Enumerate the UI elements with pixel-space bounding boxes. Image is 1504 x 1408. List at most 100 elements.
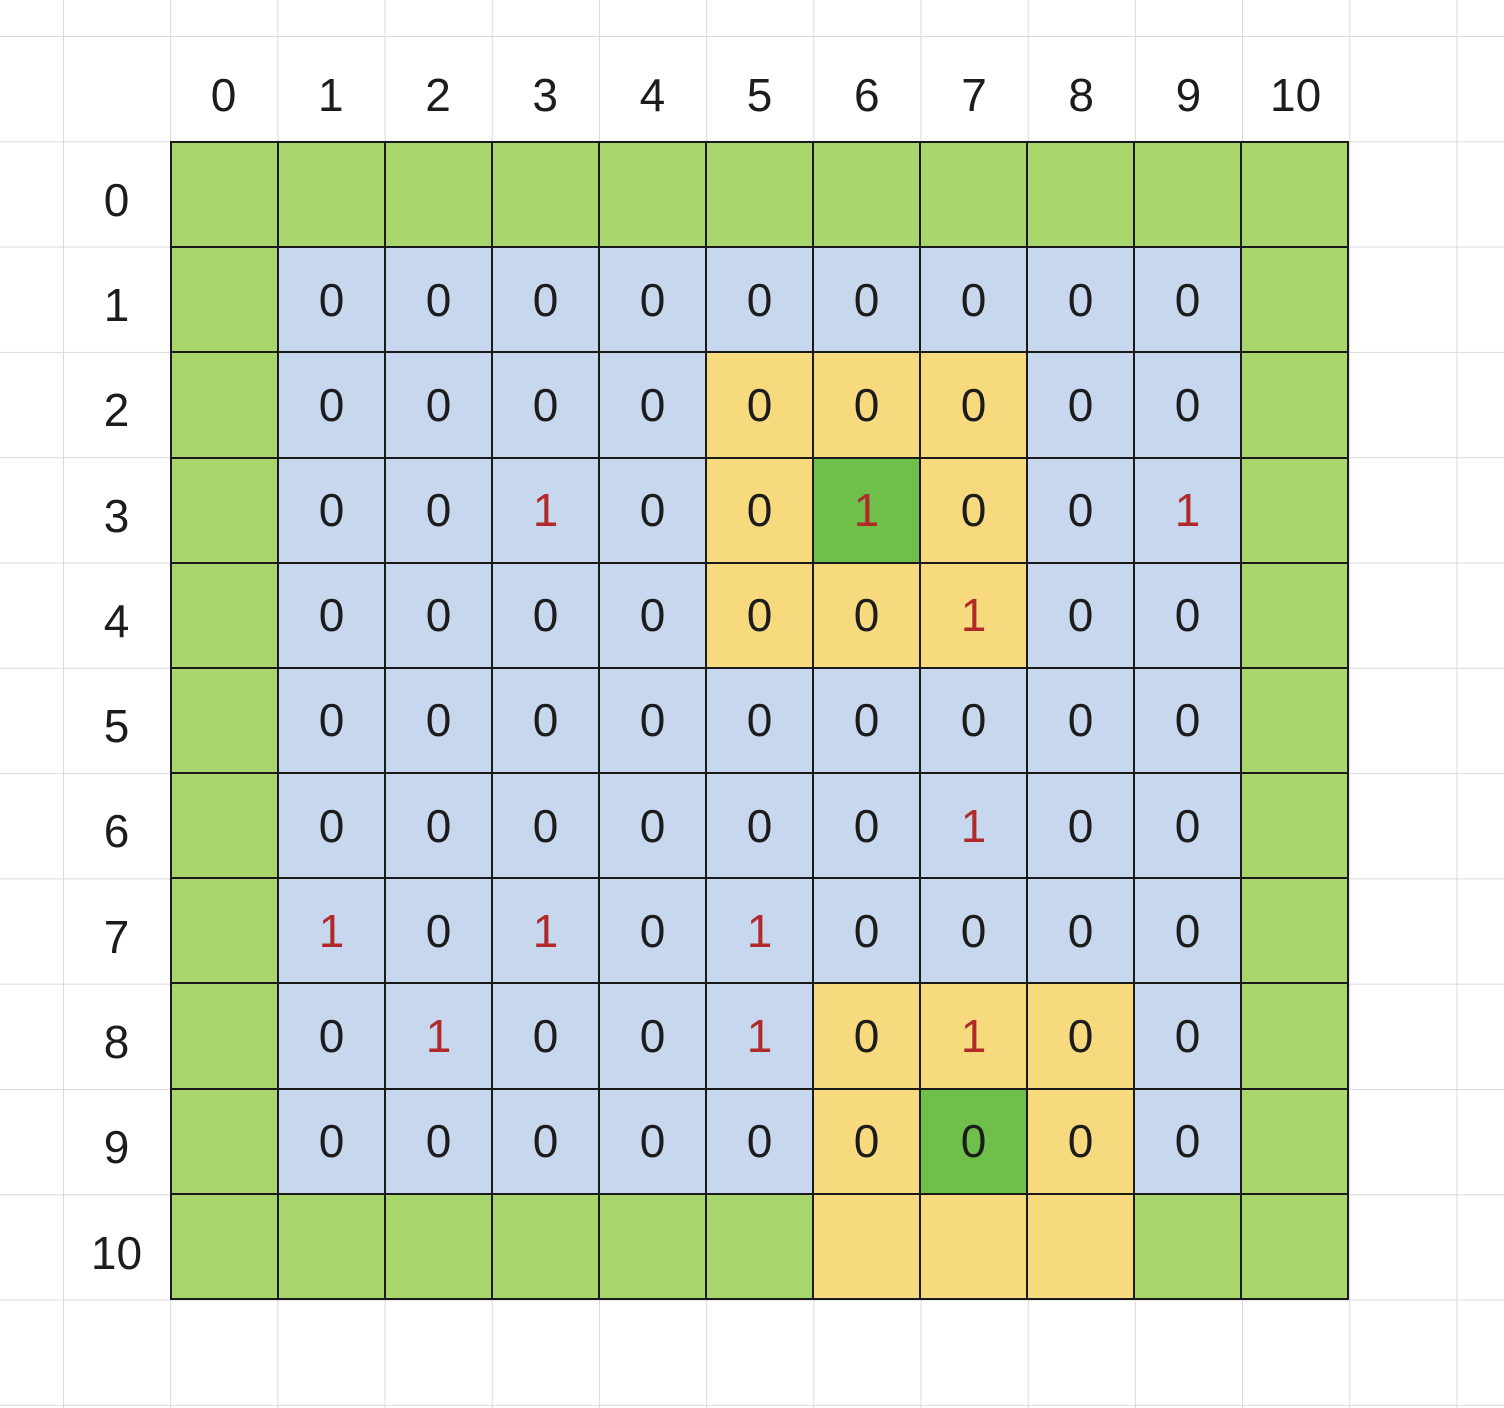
grid-cell-5-6: 0 — [814, 668, 921, 775]
grid-cell-4-2: 0 — [386, 563, 493, 669]
grid-cell-9-4: 0 — [600, 1089, 707, 1195]
grid-cell-1-5: 0 — [707, 248, 814, 354]
grid-cell-7-6: 0 — [814, 879, 921, 985]
grid-cell-6-9: 0 — [1135, 774, 1242, 880]
grid-cell-10-7 — [921, 1194, 1028, 1300]
grid-cell-0-7 — [921, 143, 1028, 249]
grid-cell-3-10 — [1242, 458, 1349, 564]
grid-cell-7-8: 0 — [1028, 879, 1135, 985]
grid-cell-3-7: 0 — [921, 458, 1028, 564]
grid-cell-10-6 — [814, 1194, 921, 1300]
grid-cell-0-0 — [172, 143, 279, 249]
row-header-7: 7 — [103, 910, 130, 963]
grid-cell-10-5 — [707, 1194, 814, 1300]
grid-cell-4-1: 0 — [279, 563, 386, 669]
row-header-5: 5 — [103, 700, 130, 753]
grid-cell-6-0 — [172, 774, 279, 880]
grid-cell-10-4 — [600, 1194, 707, 1300]
grid-cell-8-4: 0 — [600, 984, 707, 1090]
grid-cell-4-8: 0 — [1028, 563, 1135, 669]
grid-cell-5-10 — [1242, 668, 1349, 775]
grid-cell-6-7: 1 — [921, 774, 1028, 880]
grid-cell-9-1: 0 — [279, 1089, 386, 1195]
column-header-4: 4 — [639, 68, 666, 121]
grid-cell-1-0 — [172, 248, 279, 354]
grid-cell-6-10 — [1242, 774, 1349, 880]
grid-cell-5-2: 0 — [386, 668, 493, 775]
grid-cell-2-3: 0 — [493, 353, 600, 459]
grid-cell-3-4: 0 — [600, 458, 707, 564]
column-header-3: 3 — [532, 68, 558, 121]
column-header-5: 5 — [746, 68, 773, 121]
grid-cell-3-0 — [172, 458, 279, 564]
grid-cell-9-0 — [172, 1089, 279, 1195]
grid-cell-3-1: 0 — [279, 458, 386, 564]
grid-cell-9-3: 0 — [493, 1089, 600, 1195]
grid-cell-5-9: 0 — [1135, 668, 1242, 775]
column-header-9: 9 — [1175, 68, 1202, 121]
grid-cell-2-6: 0 — [814, 353, 921, 459]
grid-cell-3-9: 1 — [1135, 458, 1242, 564]
row-header-4: 4 — [103, 594, 130, 647]
grid-cell-2-7: 0 — [921, 353, 1028, 459]
grid-cell-6-2: 0 — [386, 774, 493, 880]
grid-cell-6-1: 0 — [279, 774, 386, 880]
grid-cell-9-10 — [1242, 1089, 1349, 1195]
grid-cell-8-10 — [1242, 984, 1349, 1090]
grid-cell-7-2: 0 — [386, 879, 493, 985]
column-header-0: 0 — [210, 68, 237, 121]
grid-cell-2-0 — [172, 353, 279, 459]
row-header-0: 0 — [103, 173, 130, 226]
grid-cell-0-5 — [707, 143, 814, 249]
grid-cell-8-8: 0 — [1028, 984, 1135, 1090]
column-header-6: 6 — [853, 68, 880, 121]
grid-cell-0-10 — [1242, 143, 1349, 249]
grid-cell-1-1: 0 — [279, 248, 386, 354]
row-header-8: 8 — [103, 1016, 130, 1069]
grid-cell-2-10 — [1242, 353, 1349, 459]
grid-cell-4-4: 0 — [600, 563, 707, 669]
grid-cell-5-4: 0 — [600, 668, 707, 775]
grid-cell-1-6: 0 — [814, 248, 921, 354]
grid-cell-2-2: 0 — [386, 353, 493, 459]
grid-cell-6-5: 0 — [707, 774, 814, 880]
grid-cell-10-0 — [172, 1194, 279, 1300]
grid-cell-4-10 — [1242, 563, 1349, 669]
grid-cell-8-5: 1 — [707, 984, 814, 1090]
grid-cell-4-7: 1 — [921, 563, 1028, 669]
grid-cell-3-8: 0 — [1028, 458, 1135, 564]
row-header-9: 9 — [103, 1121, 130, 1174]
grid-cell-9-7: 0 — [921, 1089, 1028, 1195]
grid-cell-0-3 — [493, 143, 600, 249]
grid-cell-3-6: 1 — [814, 458, 921, 564]
grid-cell-1-7: 0 — [921, 248, 1028, 354]
grid-cell-4-3: 0 — [493, 563, 600, 669]
grid-cell-2-4: 0 — [600, 353, 707, 459]
grid-cell-6-6: 0 — [814, 774, 921, 880]
grid-cell-3-5: 0 — [707, 458, 814, 564]
grid-cell-1-10 — [1242, 248, 1349, 354]
grid-cell-10-10 — [1242, 1194, 1349, 1300]
grid-cell-7-10 — [1242, 879, 1349, 985]
column-header-10: 10 — [1270, 68, 1322, 121]
row-header-10: 10 — [90, 1226, 143, 1279]
grid-cell-9-9: 0 — [1135, 1089, 1242, 1195]
column-header-8: 8 — [1068, 68, 1094, 121]
grid-cell-1-4: 0 — [600, 248, 707, 354]
grid-cell-7-0 — [172, 879, 279, 985]
grid-cell-1-2: 0 — [386, 248, 493, 354]
grid-cell-0-2 — [386, 143, 493, 249]
grid-cell-5-7: 0 — [921, 668, 1028, 775]
grid-cell-6-8: 0 — [1028, 774, 1135, 880]
grid-cell-3-2: 0 — [386, 458, 493, 564]
grid-cell-1-8: 0 — [1028, 248, 1135, 354]
grid-cell-4-9: 0 — [1135, 563, 1242, 669]
grid-cell-10-3 — [493, 1194, 600, 1300]
grid-cell-8-1: 0 — [279, 984, 386, 1090]
grid-cell-2-9: 0 — [1135, 353, 1242, 459]
grid-cell-7-7: 0 — [921, 879, 1028, 985]
grid-cell-10-2 — [386, 1194, 493, 1300]
grid-cell-7-9: 0 — [1135, 879, 1242, 985]
